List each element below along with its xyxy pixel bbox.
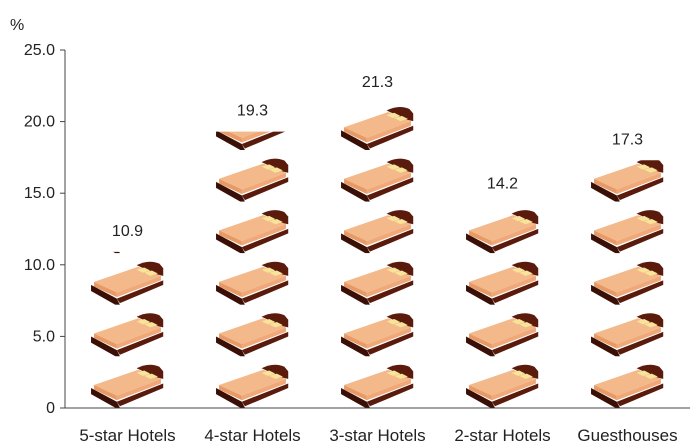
bed-icon <box>341 313 414 357</box>
value-label: 17.3 <box>612 131 643 148</box>
bed-icon <box>216 158 289 202</box>
bed-icon <box>91 313 164 357</box>
bed-icon <box>466 364 539 408</box>
bed-icon <box>341 158 414 202</box>
bed-icon <box>466 261 539 305</box>
y-axis-unit-label: % <box>10 17 24 34</box>
category-label: 2-star Hotels <box>454 426 550 445</box>
category-label: 5-star Hotels <box>79 426 175 445</box>
bed-icon <box>91 261 164 305</box>
bed-icon <box>91 364 164 408</box>
bed-icon <box>341 107 414 151</box>
bar-5-star-hotels <box>91 159 164 408</box>
bar-3-star-hotels <box>341 107 414 408</box>
bar-2-star-hotels <box>466 210 539 408</box>
bed-icon <box>591 261 664 305</box>
category-label: 4-star Hotels <box>204 426 300 445</box>
y-tick-label: 10.0 <box>24 257 55 274</box>
category-label: Guesthouses <box>577 426 677 445</box>
bed-icon <box>591 160 664 202</box>
bed-icon <box>91 159 163 202</box>
category-label: 3-star Hotels <box>329 426 425 445</box>
y-tick-label: 20.0 <box>24 114 55 131</box>
bed-icon <box>216 55 288 98</box>
bed-icon <box>216 261 289 305</box>
value-label: 21.3 <box>362 74 393 91</box>
bed-icon <box>341 210 414 254</box>
y-tick-label: 5.0 <box>33 328 55 345</box>
value-label: 14.2 <box>487 176 518 193</box>
y-tick-label: 15.0 <box>24 185 55 202</box>
bed-icon <box>591 364 664 408</box>
bed-icon <box>591 313 664 357</box>
bed-icon <box>341 261 414 305</box>
y-tick-label: 25.0 <box>24 42 55 59</box>
bed-icon <box>466 313 539 357</box>
bed-icon <box>216 210 289 254</box>
bed-icon <box>341 364 414 408</box>
value-label: 19.3 <box>237 103 268 120</box>
bar-guesthouses <box>591 160 664 408</box>
value-label: 10.9 <box>112 223 143 240</box>
bed-icon <box>466 210 539 254</box>
bed-icon <box>591 210 664 254</box>
bed-icon <box>216 364 289 408</box>
y-tick-label: 0 <box>46 400 55 417</box>
bed-icon <box>216 313 289 357</box>
